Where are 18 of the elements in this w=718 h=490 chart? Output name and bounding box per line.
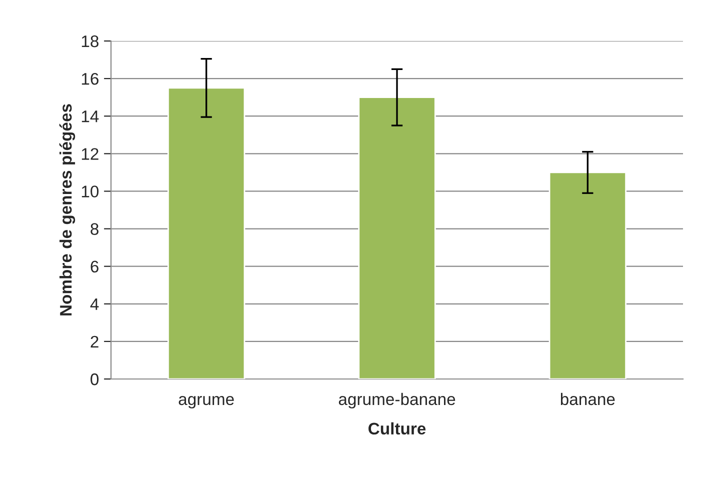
bar <box>168 87 246 379</box>
bar <box>548 172 626 379</box>
y-tick-label: 18 <box>82 35 98 48</box>
y-tick-label: 12 <box>82 148 98 160</box>
y-tick-label: 2 <box>90 336 98 348</box>
y-tick-label: 8 <box>90 223 98 235</box>
y-tick-label: 6 <box>90 260 98 273</box>
bar <box>358 96 436 379</box>
x-tick-label: agrume-banane <box>338 392 456 408</box>
y-tick-label: 4 <box>90 298 99 310</box>
x-tick-label: agrume <box>178 396 234 408</box>
x-axis-title: Culture <box>368 422 426 435</box>
y-tick-label: 10 <box>82 186 99 198</box>
x-tick-label: banane <box>560 392 615 406</box>
y-tick-label: 0 <box>90 373 99 386</box>
y-tick-label: 14 <box>82 110 99 122</box>
y-tick-label: 16 <box>82 72 98 85</box>
y-axis-title: Nombre de genres piégées <box>59 104 76 316</box>
